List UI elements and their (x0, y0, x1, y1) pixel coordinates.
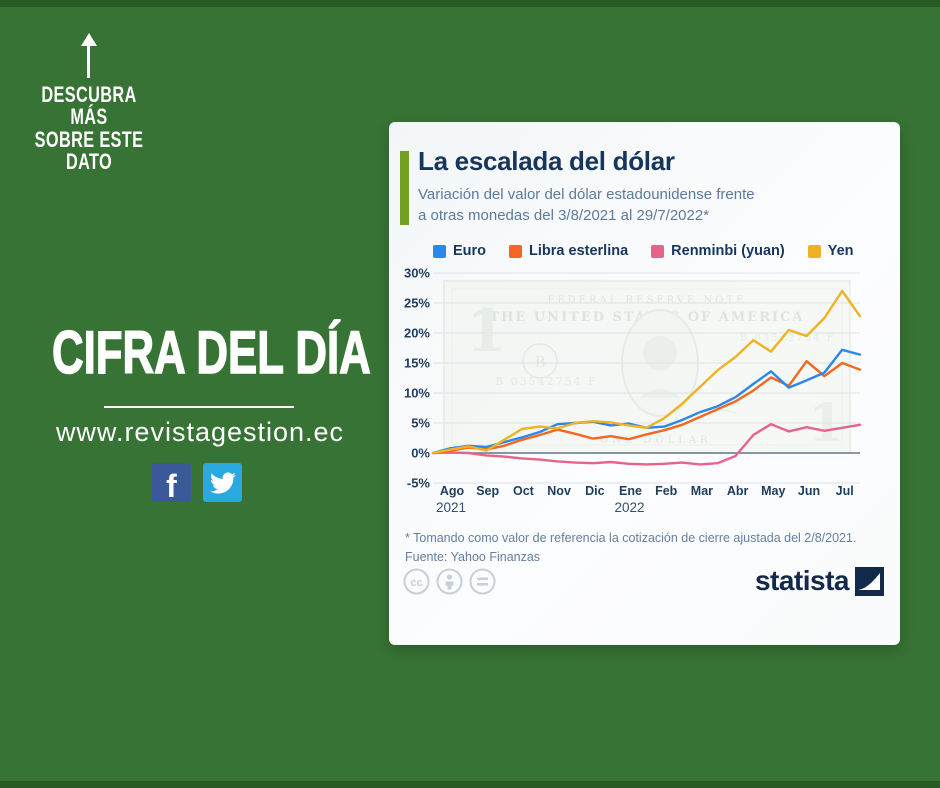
svg-text:cc: cc (410, 577, 422, 589)
currency-line-chart: FEDERAL RESERVE NOTE THE UNITED STATES O… (404, 266, 862, 515)
legend-item: Renminbi (yuan) (651, 243, 785, 259)
facebook-icon[interactable]: f (152, 463, 191, 502)
title-accent-bar (400, 151, 409, 225)
social-icons-row: f (152, 463, 242, 502)
x-axis-tick: Nov (547, 484, 571, 498)
footnote-reference: * Tomando como valor de referencia la co… (405, 531, 857, 545)
statista-wordmark: statista (754, 565, 850, 596)
year-label: 2021 (436, 500, 466, 515)
series-line-yen (431, 289, 862, 455)
page-title: CIFRA DEL DÍA (51, 318, 371, 387)
x-axis-tick: Ene (619, 484, 642, 498)
x-axis-tick: Feb (655, 484, 678, 498)
x-axis-tick: Sep (476, 484, 499, 498)
x-axis-tick: Oct (513, 484, 535, 498)
website-url: www.revistagestion.ec (55, 417, 345, 447)
license-icons-row: cc (403, 568, 496, 595)
x-axis-tick: Jun (798, 484, 820, 498)
legend-item: Euro (433, 243, 486, 259)
top-border-strip (0, 0, 940, 7)
year-label: 2022 (615, 500, 645, 515)
y-axis-tick: 15% (404, 356, 430, 371)
x-axis-tick: Ago (440, 484, 465, 498)
svg-text:B: B (534, 353, 545, 371)
dollar-bill-watermark: FEDERAL RESERVE NOTE THE UNITED STATES O… (443, 280, 851, 454)
svg-text:ONE DOLLAR: ONE DOLLAR (600, 435, 712, 446)
legend-swatch (651, 244, 665, 258)
svg-text:B 03542754 F: B 03542754 F (495, 375, 598, 388)
cc-no-derivatives-icon[interactable] (469, 568, 496, 595)
svg-text:1: 1 (466, 297, 506, 365)
legend-label: Libra esterlina (529, 243, 629, 259)
series-line-libra-esterlina (431, 359, 862, 455)
chart-legend: Euro Libra esterlina Renminbi (yuan) Yen (433, 243, 854, 259)
footnote-source: Fuente: Yahoo Finanzas (405, 550, 541, 565)
legend-swatch (807, 244, 821, 258)
chart-subtitle-line-2: a otras monedas del 3/8/2021 al 29/7/202… (418, 206, 710, 224)
y-axis-tick: -5% (407, 476, 431, 491)
y-axis-tick: 25% (404, 296, 430, 311)
x-axis-tick: Dic (585, 484, 605, 498)
legend-swatch (509, 244, 523, 258)
svg-text:B 03542754 F: B 03542754 F (740, 333, 836, 344)
y-axis-tick: 20% (404, 326, 430, 341)
chart-title: La escalada del dólar (418, 146, 675, 176)
x-axis-tick: Abr (727, 484, 749, 498)
x-axis-tick: Mar (691, 484, 713, 498)
x-axis-tick: Jul (836, 484, 854, 498)
legend-item: Yen (807, 243, 854, 259)
svg-text:FEDERAL RESERVE NOTE: FEDERAL RESERVE NOTE (548, 295, 747, 306)
series-line-renminbi-yuan (431, 422, 862, 466)
discover-line-3: DATO (65, 149, 113, 175)
legend-label: Renminbi (yuan) (671, 243, 785, 259)
statista-logo-mark (855, 566, 884, 596)
legend-swatch (433, 244, 446, 258)
chart-footnote: * Tomando como valor de referencia la co… (405, 529, 887, 568)
discover-line-2: SOBRE ESTE (34, 126, 144, 152)
cc-attribution-icon[interactable] (436, 568, 463, 595)
twitter-icon[interactable] (203, 463, 242, 502)
y-axis-tick: 5% (411, 416, 430, 431)
bottom-border-strip (0, 781, 940, 788)
legend-label: Yen (827, 243, 854, 259)
twitter-bird-glyph (209, 471, 236, 494)
discover-more-label: DESCUBRA MÁS SOBRE ESTE DATO (23, 82, 155, 175)
legend-item: Libra esterlina (509, 243, 628, 259)
y-axis-tick: 30% (404, 266, 430, 281)
y-axis-tick: 0% (411, 446, 430, 461)
statista-logo[interactable]: statista (755, 565, 884, 597)
legend-label: Euro (453, 243, 487, 259)
y-axis-tick: 10% (404, 386, 430, 401)
statista-chart-card: La escalada del dólar Variación del valo… (389, 122, 900, 645)
x-axis-tick: May (761, 484, 785, 498)
chart-subtitle: Variación del valor del dólar estadounid… (418, 185, 755, 226)
headline-underline (104, 406, 294, 408)
arrow-up-icon (80, 33, 97, 79)
discover-line-1: DESCUBRA MÁS (41, 82, 137, 130)
chart-subtitle-line-1: Variación del valor del dólar estadounid… (418, 186, 755, 203)
creative-commons-icon[interactable]: cc (403, 568, 430, 595)
